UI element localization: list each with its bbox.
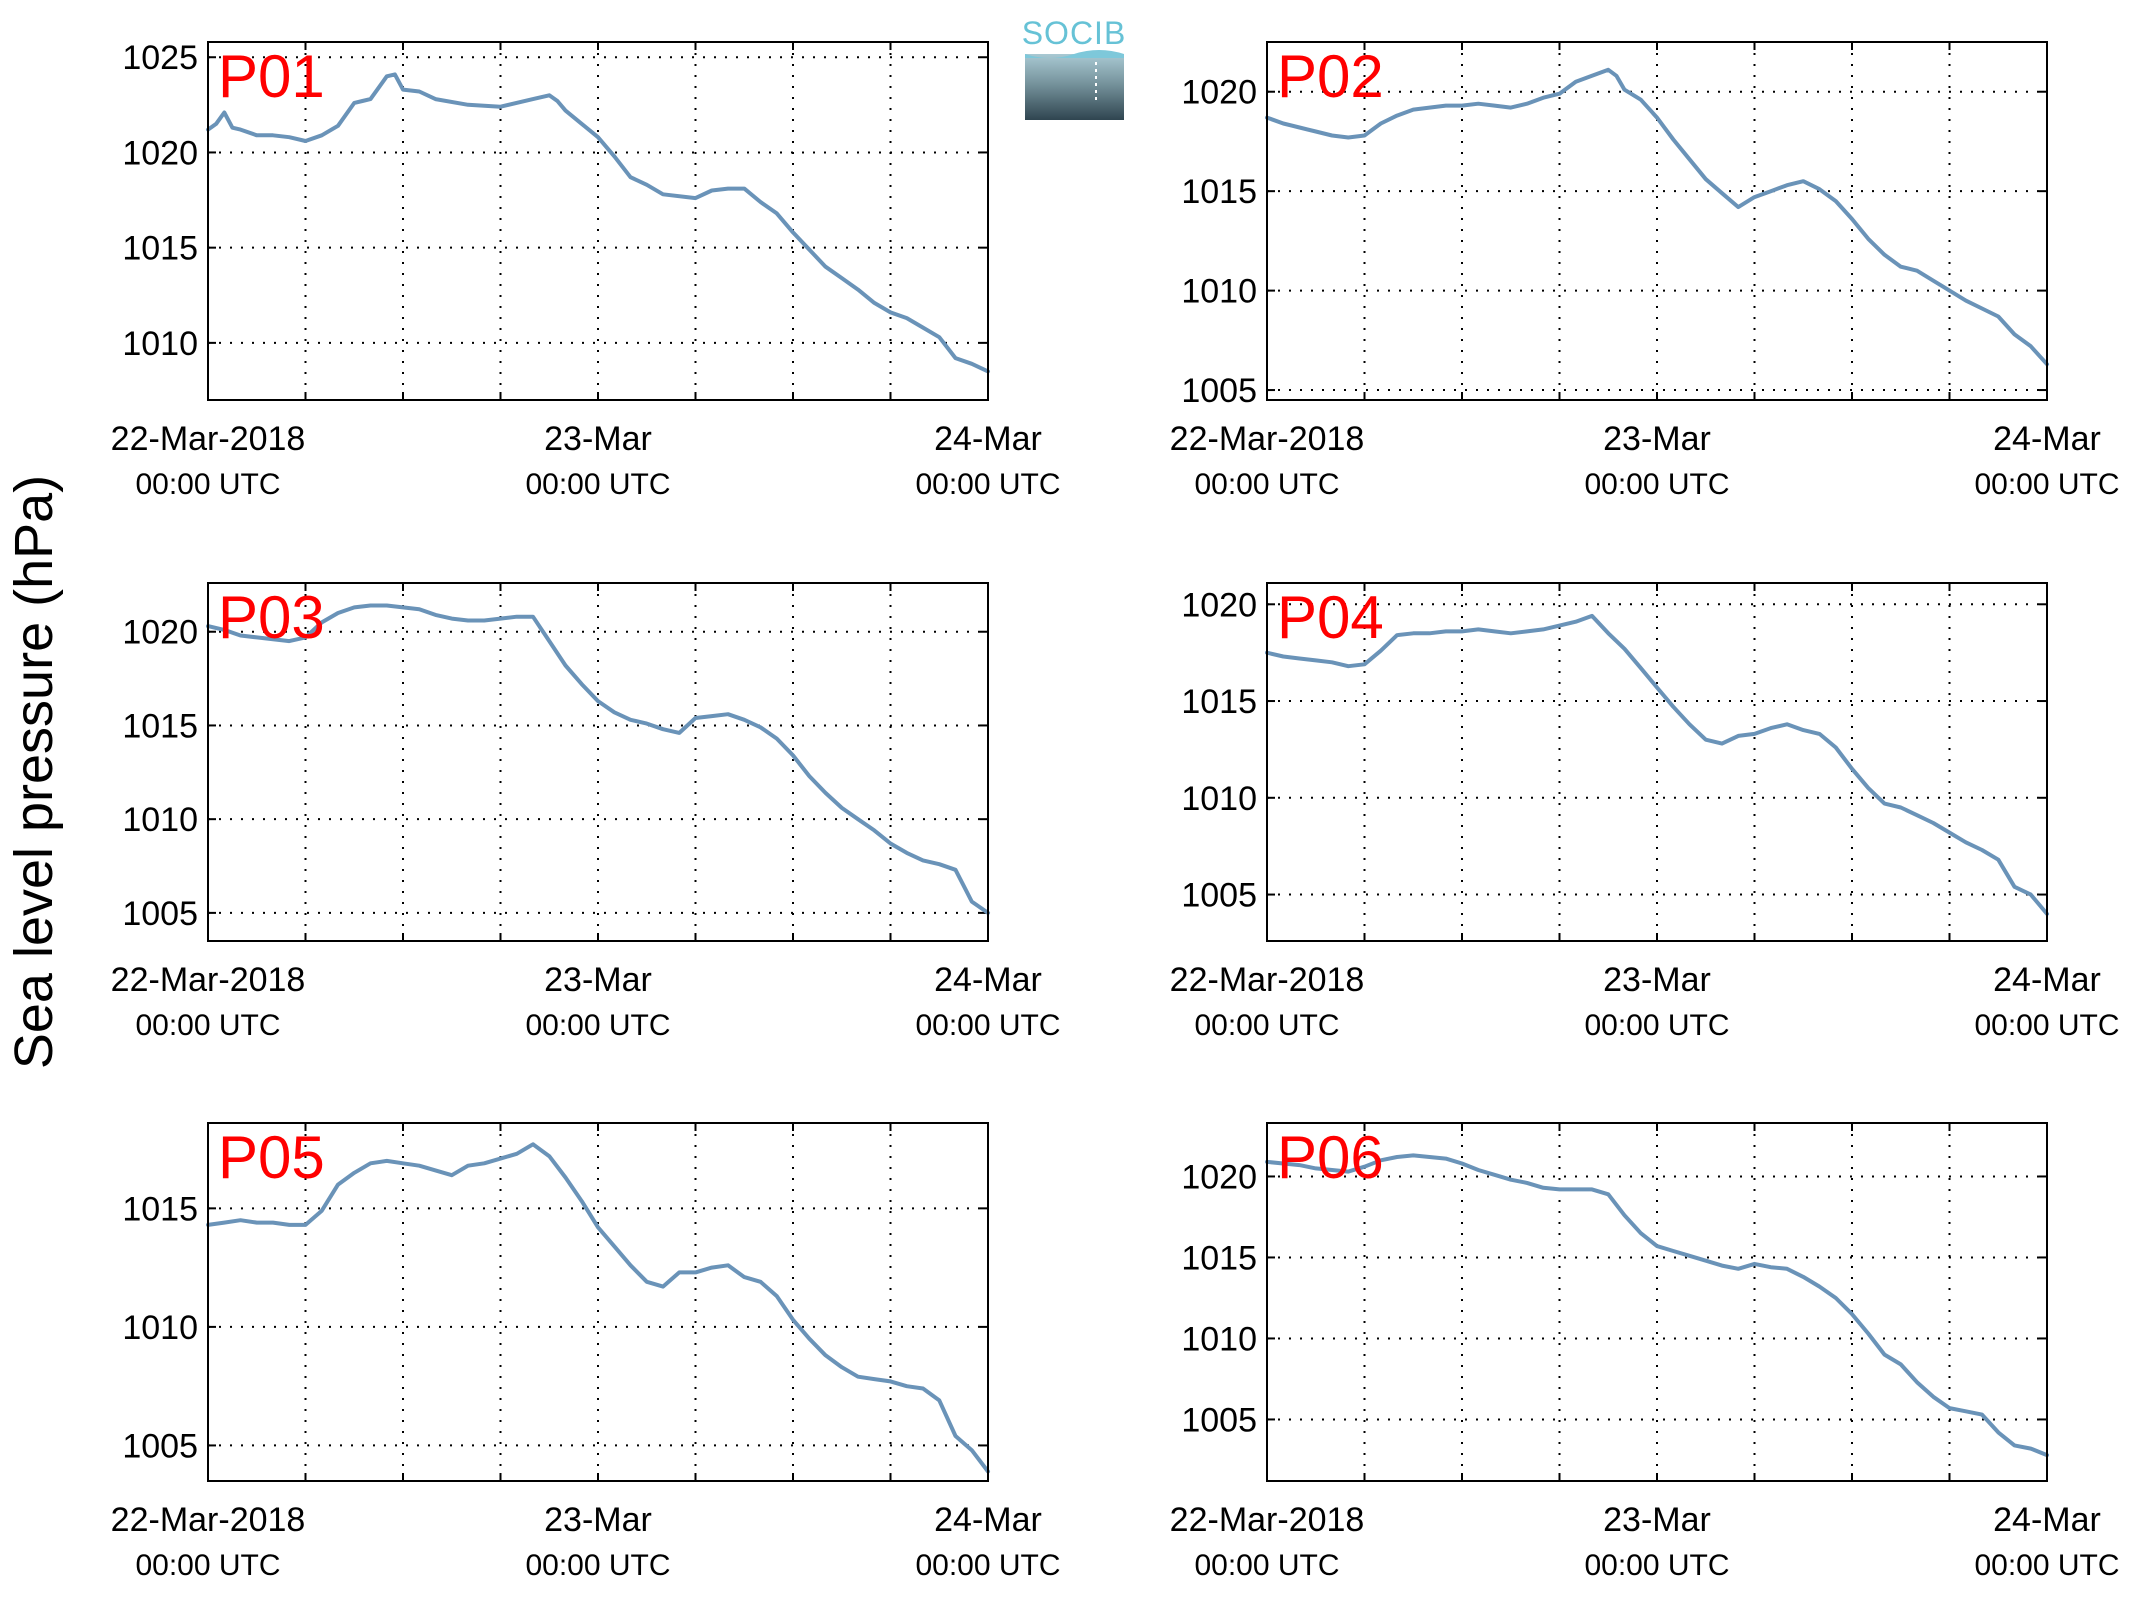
y-tick-label: 1010 bbox=[122, 801, 198, 839]
x-tick-label: 22-Mar-2018 bbox=[1170, 1501, 1365, 1539]
plot-frame bbox=[207, 1122, 989, 1482]
logo-text: SOCIB bbox=[1022, 15, 1127, 51]
pressure-series-line bbox=[206, 603, 990, 915]
panel-label: P02 bbox=[1277, 43, 1384, 110]
x-tick-label: 24-Mar bbox=[1993, 961, 2101, 999]
x-tick-sublabel: 00:00 UTC bbox=[1974, 1009, 2119, 1042]
y-tick-label: 1020 bbox=[1181, 74, 1257, 112]
panel-label: P06 bbox=[1277, 1124, 1384, 1191]
panel-p02: 1005 1010 1015 1020 22-Mar-2018 00:00 UTC 23-M… bbox=[1170, 41, 2120, 501]
y-tick-label: 1005 bbox=[1181, 1401, 1257, 1439]
x-tick-label: 23-Mar bbox=[544, 961, 652, 999]
panel-p06: 1005 1010 1015 1020 22-Mar-2018 00:00 UTC 23-M… bbox=[1170, 1122, 2120, 1582]
plot-frame bbox=[1266, 1122, 2048, 1482]
panel-p01: 1010 1015 1020 1025 22-Mar-2018 00:00 UTC 23-M… bbox=[111, 39, 1061, 501]
pressure-series-line bbox=[206, 1142, 990, 1474]
panel-p04: 1005 1010 1015 1020 22-Mar-2018 00:00 UTC 23-M… bbox=[1170, 582, 2120, 1042]
x-tick-sublabel: 00:00 UTC bbox=[525, 1009, 670, 1042]
y-tick-label: 1010 bbox=[122, 1309, 198, 1347]
x-tick-label: 23-Mar bbox=[544, 420, 652, 458]
pressure-series-line bbox=[1265, 1153, 2049, 1458]
y-tick-label: 1010 bbox=[1181, 780, 1257, 818]
x-tick-sublabel: 00:00 UTC bbox=[1974, 1549, 2119, 1582]
x-tick-sublabel: 00:00 UTC bbox=[525, 468, 670, 501]
x-tick-sublabel: 00:00 UTC bbox=[135, 1009, 280, 1042]
x-tick-sublabel: 00:00 UTC bbox=[1194, 468, 1339, 501]
y-tick-label: 1020 bbox=[1181, 586, 1257, 624]
x-tick-label: 24-Mar bbox=[934, 961, 1042, 999]
panel-p05: 1005 1010 1015 22-Mar-2018 00:00 UTC 23-Mar 00… bbox=[111, 1122, 1061, 1582]
x-tick-sublabel: 00:00 UTC bbox=[915, 468, 1060, 501]
plot-frame bbox=[207, 582, 989, 942]
x-tick-label: 24-Mar bbox=[1993, 420, 2101, 458]
x-tick-sublabel: 00:00 UTC bbox=[1584, 1009, 1729, 1042]
x-tick-label: 22-Mar-2018 bbox=[1170, 961, 1365, 999]
y-tick-label: 1010 bbox=[1181, 1320, 1257, 1358]
y-tick-label: 1015 bbox=[1181, 683, 1257, 721]
y-tick-label: 1025 bbox=[122, 39, 198, 77]
x-tick-sublabel: 00:00 UTC bbox=[135, 468, 280, 501]
panel-label: P01 bbox=[218, 43, 325, 110]
y-tick-label: 1005 bbox=[122, 895, 198, 933]
panel-label: P03 bbox=[218, 584, 325, 651]
y-tick-label: 1015 bbox=[122, 230, 198, 268]
y-tick-label: 1015 bbox=[122, 707, 198, 745]
y-tick-label: 1020 bbox=[1181, 1158, 1257, 1196]
x-tick-sublabel: 00:00 UTC bbox=[1194, 1549, 1339, 1582]
pressure-series-line bbox=[206, 72, 990, 374]
y-tick-label: 1015 bbox=[1181, 173, 1257, 211]
y-tick-label: 1005 bbox=[1181, 372, 1257, 410]
y-tick-label: 1015 bbox=[122, 1190, 198, 1228]
plot-frame bbox=[1266, 582, 2048, 942]
plot-frame bbox=[207, 41, 989, 401]
x-tick-label: 22-Mar-2018 bbox=[111, 961, 306, 999]
x-tick-label: 23-Mar bbox=[1603, 420, 1711, 458]
x-tick-label: 22-Mar-2018 bbox=[111, 1501, 306, 1539]
panel-label: P05 bbox=[218, 1124, 325, 1191]
x-tick-sublabel: 00:00 UTC bbox=[1974, 468, 2119, 501]
y-axis-label: Sea level pressure (hPa) bbox=[4, 475, 64, 1069]
x-tick-label: 22-Mar-2018 bbox=[111, 420, 306, 458]
y-tick-label: 1010 bbox=[122, 325, 198, 363]
x-tick-label: 23-Mar bbox=[544, 1501, 652, 1539]
x-tick-sublabel: 00:00 UTC bbox=[1194, 1009, 1339, 1042]
x-tick-label: 23-Mar bbox=[1603, 1501, 1711, 1539]
socib-logo: SOCIB bbox=[1022, 15, 1127, 120]
x-tick-sublabel: 00:00 UTC bbox=[1584, 468, 1729, 501]
y-tick-label: 1020 bbox=[122, 134, 198, 172]
pressure-series-line bbox=[1265, 67, 2049, 367]
y-tick-label: 1005 bbox=[122, 1427, 198, 1465]
x-tick-sublabel: 00:00 UTC bbox=[915, 1549, 1060, 1582]
pressure-series-line bbox=[1265, 613, 2049, 916]
x-tick-sublabel: 00:00 UTC bbox=[525, 1549, 670, 1582]
x-tick-label: 24-Mar bbox=[934, 1501, 1042, 1539]
panel-p03: 1005 1010 1015 1020 22-Mar-2018 00:00 UTC 23-M… bbox=[111, 582, 1061, 1042]
y-tick-label: 1015 bbox=[1181, 1239, 1257, 1277]
x-tick-label: 24-Mar bbox=[1993, 1501, 2101, 1539]
y-tick-label: 1020 bbox=[122, 614, 198, 652]
x-tick-sublabel: 00:00 UTC bbox=[915, 1009, 1060, 1042]
x-tick-label: 23-Mar bbox=[1603, 961, 1711, 999]
x-tick-label: 22-Mar-2018 bbox=[1170, 420, 1365, 458]
x-tick-label: 24-Mar bbox=[934, 420, 1042, 458]
x-tick-sublabel: 00:00 UTC bbox=[1584, 1549, 1729, 1582]
x-tick-sublabel: 00:00 UTC bbox=[135, 1549, 280, 1582]
y-tick-label: 1005 bbox=[1181, 877, 1257, 915]
plot-frame bbox=[1266, 41, 2048, 401]
y-tick-label: 1010 bbox=[1181, 273, 1257, 311]
panel-label: P04 bbox=[1277, 584, 1384, 651]
